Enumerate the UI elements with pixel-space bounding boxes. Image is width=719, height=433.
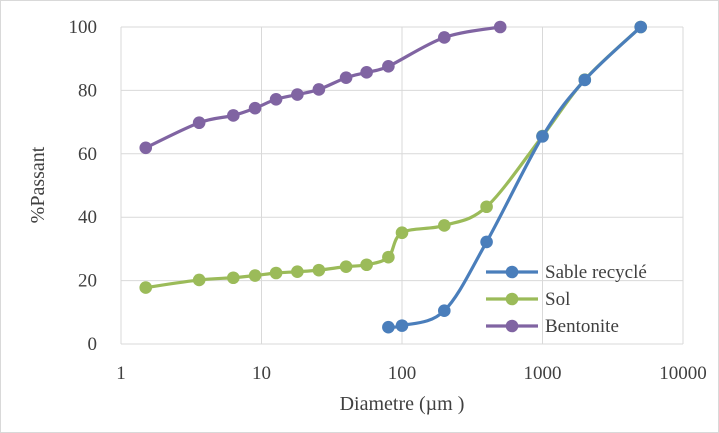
x-tick-label: 10 (252, 363, 271, 384)
data-point (480, 200, 493, 214)
data-point (248, 269, 262, 282)
y-tick-label: 80 (78, 80, 97, 101)
data-point (339, 71, 353, 85)
data-point (192, 116, 206, 130)
series-layer (139, 20, 648, 334)
legend-marker (505, 292, 519, 306)
legend-label: Bentonite (545, 316, 619, 337)
legend-item: Sable recyclé (486, 262, 647, 283)
x-tick-label: 1 (116, 363, 126, 384)
data-point (139, 281, 153, 294)
data-point (291, 265, 304, 279)
data-point (395, 319, 409, 332)
data-point (227, 109, 240, 122)
x-tick-label: 100 (388, 363, 417, 384)
data-point (578, 73, 592, 87)
data-point (480, 235, 493, 249)
x-axis-title: Diametre (µm ) (340, 393, 465, 415)
data-point (227, 271, 240, 285)
legend-label: Sol (545, 289, 570, 310)
y-tick-label: 60 (78, 144, 97, 165)
x-tick-label: 1000 (524, 363, 562, 384)
grid (120, 26, 684, 345)
y-tick-label: 40 (78, 207, 97, 228)
legend-item: Sol (486, 289, 570, 310)
series-sable-recycl- (382, 20, 648, 334)
data-point (360, 258, 373, 272)
y-axis-title: %Passant (27, 146, 49, 223)
data-point (248, 101, 262, 115)
data-point (269, 266, 283, 280)
axes: Diametre (µm ) %Passant 0 20 40 60 80 100 1 10 1… (27, 17, 707, 415)
data-point (382, 320, 395, 334)
y-tick-label: 0 (88, 334, 98, 355)
data-point (437, 219, 451, 232)
data-point (139, 141, 153, 155)
data-point (437, 304, 451, 318)
data-point (360, 66, 373, 79)
y-tick-label: 100 (69, 17, 98, 38)
legend-marker (505, 265, 519, 279)
series-bentonite (139, 20, 507, 155)
data-point (536, 130, 549, 143)
legend-marker (505, 319, 519, 333)
data-point (382, 60, 395, 73)
data-point (192, 273, 206, 287)
data-point (395, 226, 409, 240)
data-point (634, 20, 648, 34)
data-point (493, 20, 507, 34)
data-point (382, 250, 395, 264)
legend-item: Bentonite (486, 316, 619, 337)
data-point (312, 83, 326, 96)
data-point (339, 260, 353, 273)
y-tick-label: 20 (78, 271, 97, 292)
legend-label: Sable recyclé (545, 262, 647, 283)
data-point (437, 31, 451, 44)
legend: Sable recyclé Sol Bentonite (486, 262, 647, 337)
data-point (269, 92, 283, 106)
x-tick-label: 10000 (659, 363, 707, 384)
data-point (291, 88, 304, 101)
data-point (312, 263, 326, 277)
